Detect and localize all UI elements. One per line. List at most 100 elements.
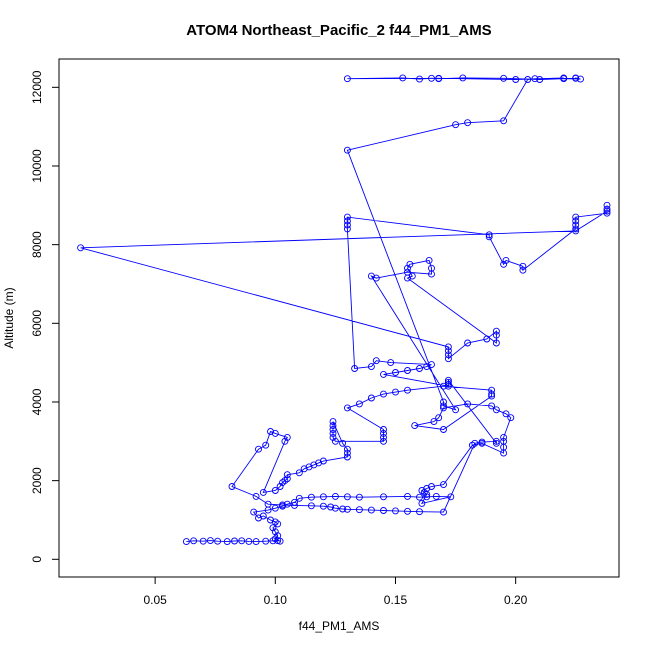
data-point (444, 351, 452, 359)
data-point (343, 75, 351, 83)
data-point (435, 414, 443, 422)
data-point (255, 445, 262, 453)
data-point (329, 426, 337, 433)
data-point (245, 537, 253, 545)
data-point (560, 74, 568, 82)
data-point (531, 75, 539, 83)
x-tick-label: 0.20 (504, 593, 528, 607)
data-point (279, 479, 286, 487)
data-point (329, 418, 337, 426)
data-point (343, 449, 351, 457)
data-point (223, 538, 231, 546)
series-layer (77, 74, 611, 546)
data-point (295, 494, 303, 502)
data-point (283, 500, 291, 508)
data-point (435, 74, 443, 82)
data-point (452, 406, 460, 414)
data-point (343, 146, 351, 154)
data-point (432, 492, 440, 500)
data-point (343, 505, 351, 513)
data-point (380, 426, 387, 433)
plot-frame (58, 58, 620, 578)
data-point (392, 369, 399, 376)
data-point (267, 516, 274, 524)
x-axis: 0.05 0.10 0.15 0.20 (143, 576, 528, 607)
data-point (339, 439, 347, 447)
data-point (440, 508, 447, 516)
y-tick-label: 6000 (30, 310, 44, 337)
data-point (380, 390, 387, 398)
data-point (440, 382, 447, 390)
data-point (492, 437, 500, 445)
data-point (492, 439, 500, 447)
x-tick-label: 0.05 (143, 593, 167, 607)
data-point (502, 410, 510, 418)
data-point (464, 400, 472, 408)
data-point (423, 485, 431, 492)
data-point (214, 537, 222, 545)
data-point (418, 487, 426, 494)
y-tick-label: 8000 (30, 231, 44, 258)
y-tick-label: 0 (30, 556, 44, 563)
data-point (355, 400, 363, 408)
data-point (492, 406, 500, 414)
data-point (267, 428, 274, 435)
data-point (355, 506, 363, 514)
data-point (271, 504, 279, 512)
data-point (182, 538, 190, 546)
data-point (452, 121, 460, 129)
data-point (343, 493, 351, 501)
data-point (372, 357, 380, 365)
data-point (380, 429, 387, 437)
data-point (259, 488, 267, 496)
data-point (252, 538, 260, 546)
data-point (351, 365, 359, 372)
data-point (190, 537, 198, 545)
x-tick-label: 0.15 (384, 593, 408, 607)
data-point (331, 492, 339, 500)
data-point (343, 213, 351, 221)
data-point (440, 481, 447, 489)
data-point (331, 437, 339, 445)
data-point (310, 461, 318, 469)
data-point (329, 422, 337, 430)
data-point (406, 260, 414, 268)
data-point (440, 426, 447, 433)
data-point (519, 266, 527, 274)
data-point (440, 398, 447, 406)
data-point (512, 76, 520, 83)
x-axis-label: f44_PM1_AMS (299, 619, 380, 633)
data-point (283, 471, 291, 479)
data-point (281, 437, 289, 445)
data-point (483, 335, 491, 343)
data-point (404, 507, 411, 515)
data-point (255, 514, 262, 522)
data-point (343, 225, 351, 233)
data-point (572, 217, 580, 225)
data-point (295, 469, 303, 477)
data-point (300, 465, 308, 473)
data-point (492, 339, 500, 347)
data-point (331, 504, 339, 512)
data-point (238, 537, 246, 545)
data-point (416, 75, 423, 83)
data-point (464, 339, 472, 347)
data-point (250, 508, 258, 516)
data-point (444, 355, 452, 363)
data-point (502, 256, 510, 264)
data-point (199, 537, 207, 545)
data-point (343, 445, 351, 453)
y-tick-label: 4000 (30, 388, 44, 415)
y-tick-label: 2000 (30, 467, 44, 494)
data-point (572, 213, 580, 221)
data-point (399, 74, 407, 82)
data-point (404, 264, 411, 272)
y-axis-label: Altitude (m) (2, 287, 16, 348)
data-point (425, 256, 433, 264)
data-point (274, 532, 282, 540)
data-point (355, 493, 363, 501)
data-point (411, 422, 419, 430)
data-point (485, 231, 493, 239)
data-point (572, 74, 580, 82)
